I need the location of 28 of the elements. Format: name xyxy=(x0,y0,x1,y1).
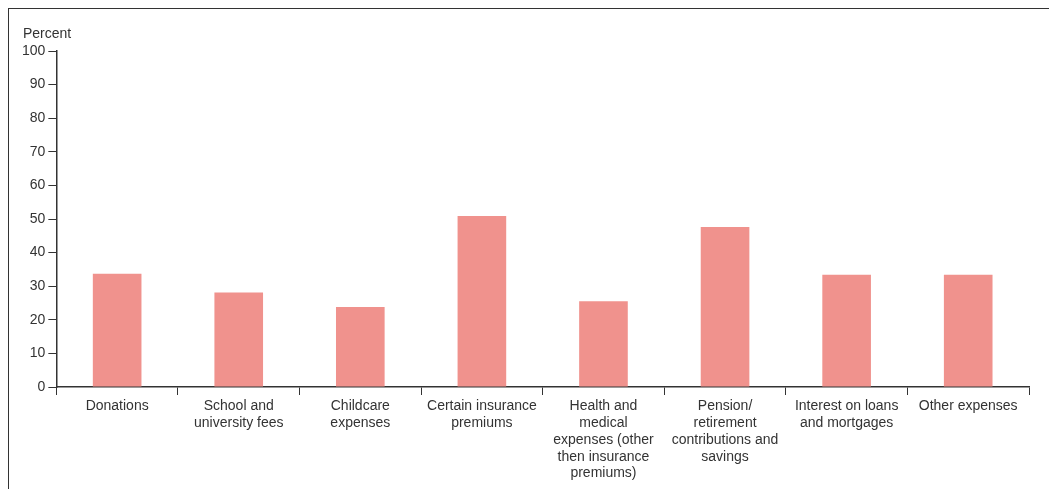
y-tick-label: 70 xyxy=(29,142,46,159)
bar xyxy=(822,274,871,387)
bar xyxy=(457,215,507,387)
y-tick-label: 100 xyxy=(22,41,46,58)
bar xyxy=(92,273,142,387)
x-tick-label: School and university fees xyxy=(193,397,284,431)
bar xyxy=(335,307,385,387)
y-tick-label: 80 xyxy=(29,109,46,126)
x-tick-label: Health and medical expenses (other then insurance premiums) xyxy=(553,397,654,481)
y-tick-label: 20 xyxy=(29,310,46,327)
y-tick-label: 60 xyxy=(29,176,46,193)
bar xyxy=(214,292,264,387)
y-tick-label: 30 xyxy=(29,277,46,294)
y-tick-label: 0 xyxy=(37,377,46,394)
x-tick-label: Donations xyxy=(85,397,149,414)
bar xyxy=(579,301,628,387)
y-axis-title: Percent xyxy=(23,24,72,41)
x-tick-label: Other expenses xyxy=(918,397,1018,414)
x-tick-label: Pension/ retirement contributions and savings xyxy=(671,397,779,464)
y-tick-label: 40 xyxy=(29,243,46,260)
x-tick-label: Certain insurance premiums xyxy=(427,397,537,431)
y-tick-label: 10 xyxy=(29,344,46,361)
bar xyxy=(700,227,750,387)
bar xyxy=(943,274,993,387)
y-tick-label: 50 xyxy=(29,209,46,226)
y-tick-label: 90 xyxy=(29,75,46,92)
x-tick-label: Interest on loans and mortgages xyxy=(794,397,899,431)
x-tick-label: Childcare expenses xyxy=(330,397,391,431)
